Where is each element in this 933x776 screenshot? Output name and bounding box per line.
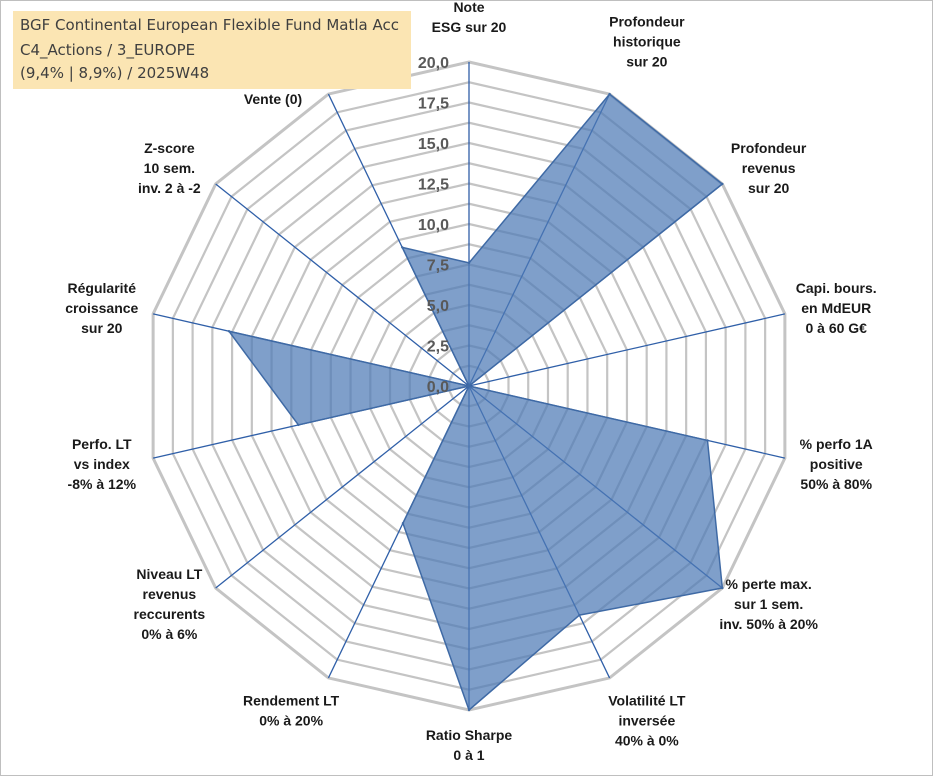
- axis-label: Régularité: [68, 280, 137, 296]
- tick-label: 12,5: [418, 177, 449, 194]
- series-point: [401, 246, 404, 249]
- axis-spoke: [215, 385, 470, 589]
- axis-label: inv. 2 à -2: [138, 180, 201, 196]
- axis-label: 40% à 0%: [615, 732, 679, 748]
- series-point: [401, 521, 405, 525]
- tick-label: 5,0: [427, 298, 449, 315]
- axis-label: Vente (0): [244, 91, 302, 107]
- series-point: [467, 261, 471, 265]
- axis-label: sur 1 sem.: [734, 596, 803, 612]
- axis-label: revenus: [143, 586, 197, 602]
- axis-label: croissance: [65, 300, 138, 316]
- axis-label: Profondeur: [731, 140, 807, 156]
- radar-tick-labels: 0,0 2,5 5,0 7,5 10,0 12,5 15,0 17,5 20,0: [418, 55, 449, 396]
- fund-name: BGF Continental European Flexible Fund M…: [20, 16, 399, 34]
- series-point: [578, 613, 581, 617]
- axis-label: 0% à 6%: [141, 626, 198, 642]
- radar-series: [227, 92, 724, 712]
- tick-label: 0,0: [427, 379, 449, 396]
- axis-label: 0 à 1: [453, 747, 484, 763]
- axis-label: revenus: [742, 160, 796, 176]
- axis-label: inversée: [618, 712, 675, 728]
- axis-label: vs index: [74, 456, 130, 472]
- tick-label: 7,5: [427, 258, 449, 275]
- tick-label: 20,0: [418, 55, 449, 72]
- axis-label: sur 20: [748, 180, 789, 196]
- axis-label: historique: [613, 34, 681, 50]
- series-point: [721, 586, 724, 590]
- tick-label: 17,5: [418, 96, 449, 113]
- tick-label: 10,0: [418, 217, 449, 234]
- axis-label: Ratio Sharpe: [426, 727, 513, 743]
- tick-label: 2,5: [427, 339, 449, 356]
- axis-label: 0 à 60 G€: [805, 320, 867, 336]
- axis-spoke: [468, 313, 786, 387]
- series-point: [297, 423, 300, 427]
- axis-label: reccurents: [134, 606, 206, 622]
- axis-label: Perfo. LT: [72, 436, 132, 452]
- fund-performance: (9,4% | 8,9%) / 2025W48: [20, 64, 210, 82]
- axis-label: 0% à 20%: [259, 712, 323, 728]
- axis-label: en MdEUR: [801, 300, 871, 316]
- fund-title-box: BGF Continental European Flexible Fund M…: [13, 11, 411, 89]
- axis-label: -8% à 12%: [68, 476, 137, 492]
- axis-label: % perfo 1A: [800, 436, 873, 452]
- series-point: [721, 182, 724, 186]
- axis-label: Rendement LT: [243, 692, 340, 708]
- axis-label: Volatilité LT: [608, 692, 686, 708]
- series-point: [467, 384, 471, 388]
- axis-label: % perte max.: [725, 576, 811, 592]
- series-point: [608, 92, 611, 96]
- axis-label: ESG sur 20: [432, 19, 507, 35]
- axis-label: Note: [453, 1, 484, 15]
- series-point: [467, 708, 471, 712]
- fund-category: C4_Actions / 3_EUROPE: [20, 41, 196, 59]
- tick-label: 15,0: [418, 136, 449, 153]
- axis-label: 50% à 80%: [800, 476, 872, 492]
- axis-label: inv. 50% à 20%: [719, 616, 818, 632]
- axis-label: Capi. bours.: [796, 280, 877, 296]
- axis-label: Niveau LT: [136, 566, 202, 582]
- axis-spoke: [215, 183, 470, 387]
- axis-label: Profondeur: [609, 14, 685, 30]
- axis-label: sur 20: [81, 320, 122, 336]
- axis-label: 10 sem.: [144, 160, 195, 176]
- axis-label: Z-score: [144, 140, 195, 156]
- series-point: [227, 330, 231, 333]
- series-area: [228, 93, 724, 711]
- axis-label: sur 20: [626, 54, 667, 70]
- series-point: [706, 439, 709, 442]
- axis-label: positive: [810, 456, 863, 472]
